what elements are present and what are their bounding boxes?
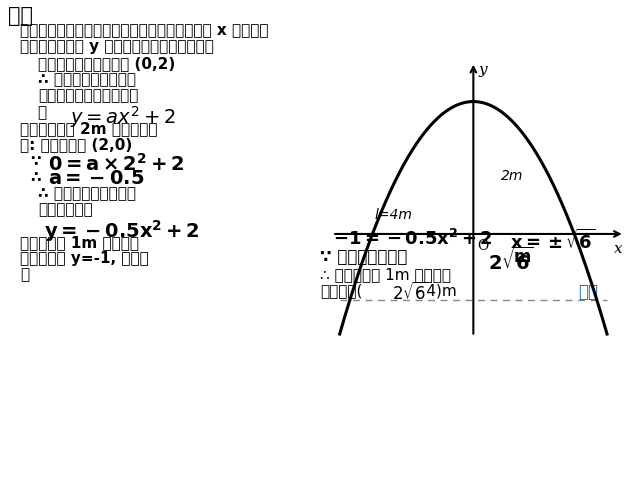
Text: ∵: ∵ [30, 154, 40, 169]
Text: ：: ： [38, 105, 68, 120]
Text: ∴: ∴ [30, 170, 40, 185]
Text: $\mathbf{y=-0.5x^2+2}$: $\mathbf{y=-0.5x^2+2}$ [44, 218, 200, 244]
Text: $\mathbf{-1=-0.5x^2+2}$: $\mathbf{-1=-0.5x^2+2}$ [333, 229, 493, 249]
Text: 解二: 解二 [8, 6, 33, 26]
Text: 宽度增加(: 宽度增加( [320, 283, 362, 298]
Text: 示的二次函数的解析式为: 示的二次函数的解析式为 [38, 88, 138, 103]
Text: m: m [514, 248, 531, 266]
Text: $2\sqrt{6}$: $2\sqrt{6}$ [392, 282, 429, 304]
Text: O: O [477, 239, 488, 253]
Text: 如图所示，以抛物线和水面的两个交点的连线为 x 轴，以抛: 如图所示，以抛物线和水面的两个交点的连线为 x 轴，以抛 [20, 23, 269, 38]
Text: $\mathbf{2\sqrt{6}}$: $\mathbf{2\sqrt{6}}$ [488, 247, 534, 274]
Text: ：: ： [20, 267, 29, 282]
Text: ∴ 这条抛物线所表示的: ∴ 这条抛物线所表示的 [38, 186, 136, 201]
Text: - 4)m: - 4)m [416, 283, 457, 298]
Text: 即: 抛物线过点 (2,0): 即: 抛物线过点 (2,0) [20, 137, 132, 152]
Text: 的纵坐标为 y=-1, 这时有: 的纵坐标为 y=-1, 这时有 [20, 251, 148, 266]
Text: l=4m: l=4m [375, 208, 413, 222]
Text: $\mathbf{a=-0.5}$: $\mathbf{a=-0.5}$ [48, 169, 144, 188]
Text: $\mathbf{x=\pm\sqrt{6}}$: $\mathbf{x=\pm\sqrt{6}}$ [510, 229, 595, 253]
Text: x: x [614, 242, 623, 256]
Text: y: y [479, 63, 487, 77]
Text: $\mathbf{0=a\times2^2+2}$: $\mathbf{0=a\times2^2+2}$ [48, 153, 184, 175]
Text: 当拱桥离水面 2m 时，水面宽: 当拱桥离水面 2m 时，水面宽 [20, 121, 157, 136]
Text: 当水面下降 1m 时，水面: 当水面下降 1m 时，水面 [20, 235, 139, 250]
Text: $y=ax^2+2$: $y=ax^2+2$ [70, 104, 176, 130]
Text: ∵ 这时水面宽度为: ∵ 这时水面宽度为 [320, 248, 408, 266]
Text: 二次函数为：: 二次函数为： [38, 202, 93, 217]
Text: ∴ 当水面下降 1m 时，水面: ∴ 当水面下降 1m 时，水面 [320, 267, 451, 282]
Text: 物线的对称轴为 y 轴，建立平面直角坐标系．: 物线的对称轴为 y 轴，建立平面直角坐标系． [20, 39, 214, 54]
Text: 2m: 2m [501, 168, 524, 183]
Text: 此时，抛物线的顶点为 (0,2): 此时，抛物线的顶点为 (0,2) [38, 56, 175, 71]
Text: 返回: 返回 [578, 283, 598, 301]
Text: ∴ 可设这条抛物线所表: ∴ 可设这条抛物线所表 [38, 72, 136, 87]
